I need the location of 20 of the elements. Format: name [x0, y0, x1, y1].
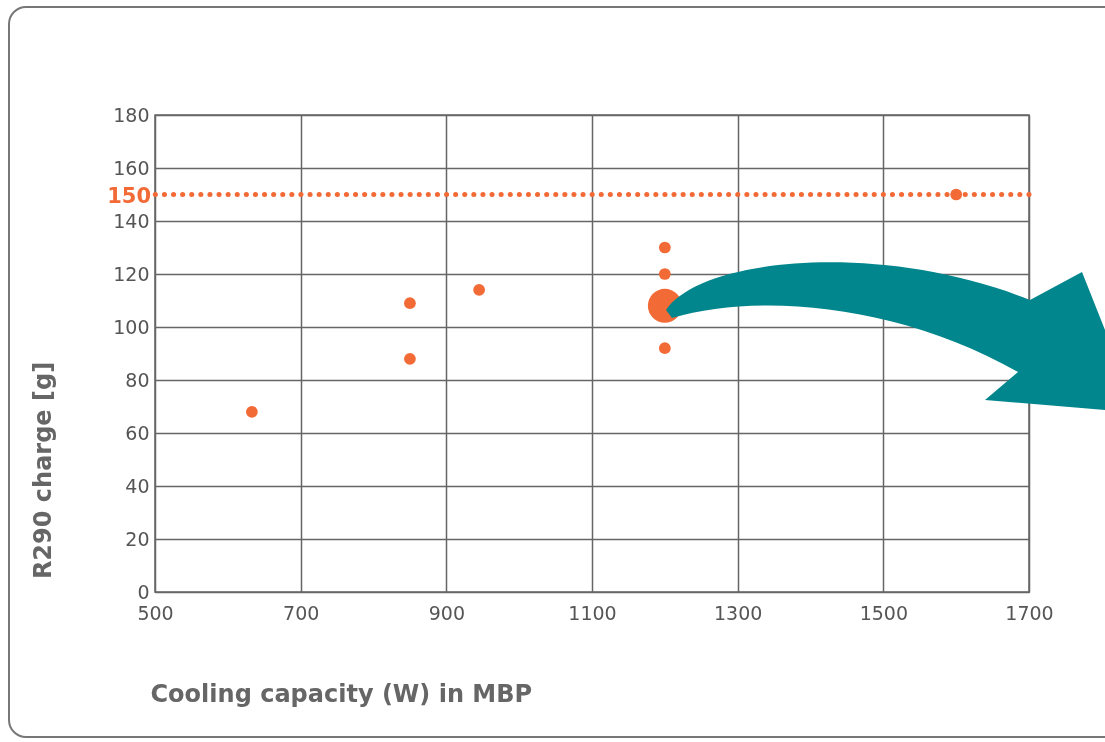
x-tick-label: 1500 — [859, 601, 909, 624]
ref-line-label: 150 — [107, 183, 151, 208]
y-tick-label: 20 — [125, 527, 150, 550]
y-tick-label: 0 — [137, 580, 150, 603]
x-tick-label: 500 — [137, 601, 174, 624]
y-tick-label: 100 — [113, 315, 150, 338]
y-axis-title: R290 charge [g] — [28, 361, 57, 580]
x-tick-label: 1700 — [1005, 601, 1054, 624]
x-axis-title: Cooling capacity (W) in MBP — [150, 679, 533, 708]
y-tick-label: 160 — [113, 156, 150, 179]
y-tick-label: 120 — [113, 262, 150, 285]
x-tick-label: 700 — [283, 601, 320, 624]
y-tick-label: 60 — [125, 421, 150, 444]
y-tick-label: 40 — [125, 474, 150, 497]
y-tick-label: 80 — [125, 368, 150, 391]
y-tick-label: 140 — [113, 209, 150, 232]
x-tick-label: 1300 — [713, 601, 763, 624]
y-tick-label: 180 — [113, 103, 150, 126]
x-tick-label: 1100 — [568, 601, 617, 624]
x-tick-label: 900 — [428, 601, 465, 624]
